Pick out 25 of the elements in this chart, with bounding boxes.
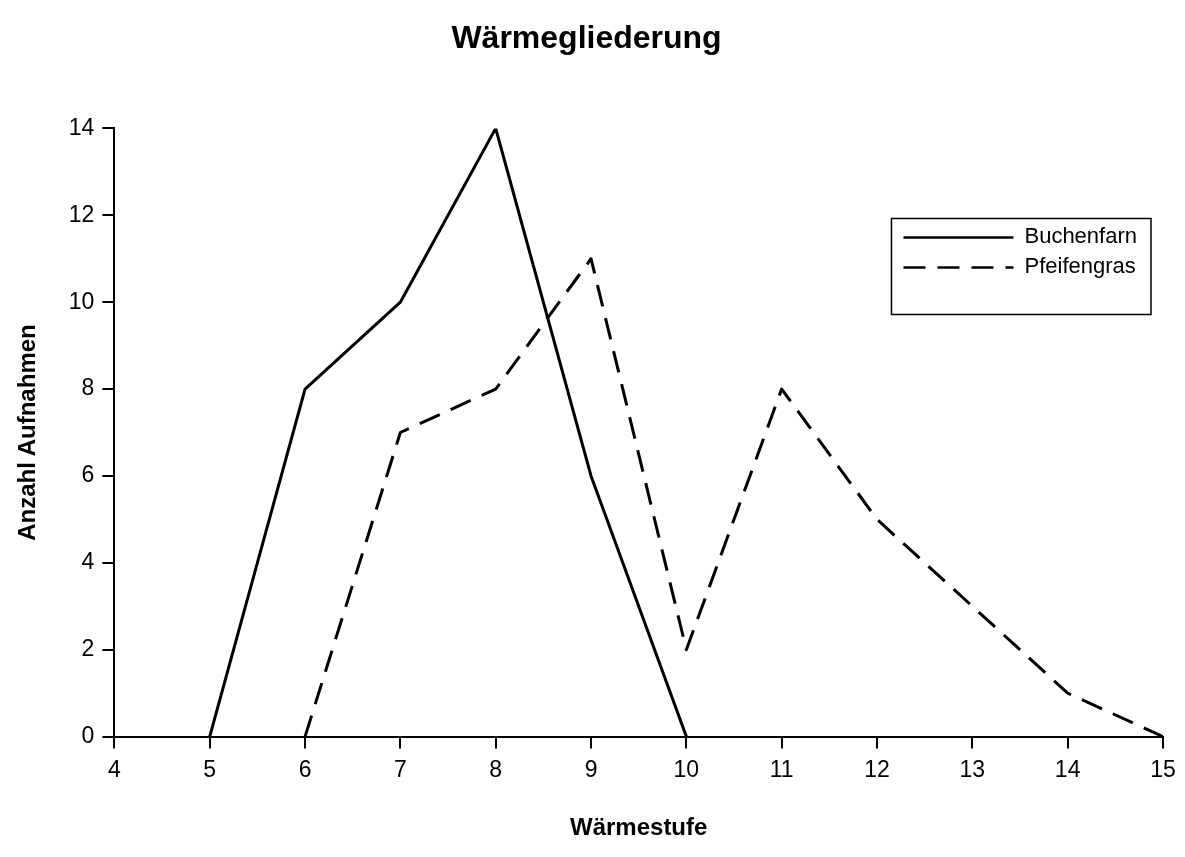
y-axis-title: Anzahl Aufnahmen	[13, 324, 41, 541]
y-tick-label: 10	[68, 287, 95, 314]
y-tick-label: 14	[68, 113, 95, 140]
y-tick-label: 6	[81, 461, 95, 488]
y-tick-label: 8	[81, 374, 95, 401]
x-tick-label: 13	[959, 755, 986, 782]
x-tick-label: 6	[298, 755, 312, 782]
chart-title: Wärmegliederung	[451, 19, 722, 56]
y-tick-label: 4	[81, 548, 95, 575]
x-tick-label: 10	[673, 755, 700, 782]
x-tick-label: 5	[203, 755, 217, 782]
x-axis-title: Wärmestufe	[570, 813, 708, 841]
x-tick-label: 4	[107, 755, 121, 782]
x-tick-label: 9	[584, 755, 598, 782]
legend-label: Buchenfarn	[1024, 223, 1138, 249]
x-tick-label: 7	[393, 755, 407, 782]
x-tick-label: 15	[1150, 755, 1176, 782]
x-tick-label: 12	[864, 755, 890, 782]
y-tick-label: 0	[81, 721, 95, 748]
y-tick-label: 12	[68, 200, 95, 227]
y-tick-label: 2	[81, 635, 95, 662]
x-tick-label: 14	[1054, 755, 1081, 782]
x-tick-label: 11	[769, 755, 794, 782]
legend-label: Pfeifengras	[1024, 253, 1136, 279]
x-tick-label: 8	[489, 755, 503, 782]
